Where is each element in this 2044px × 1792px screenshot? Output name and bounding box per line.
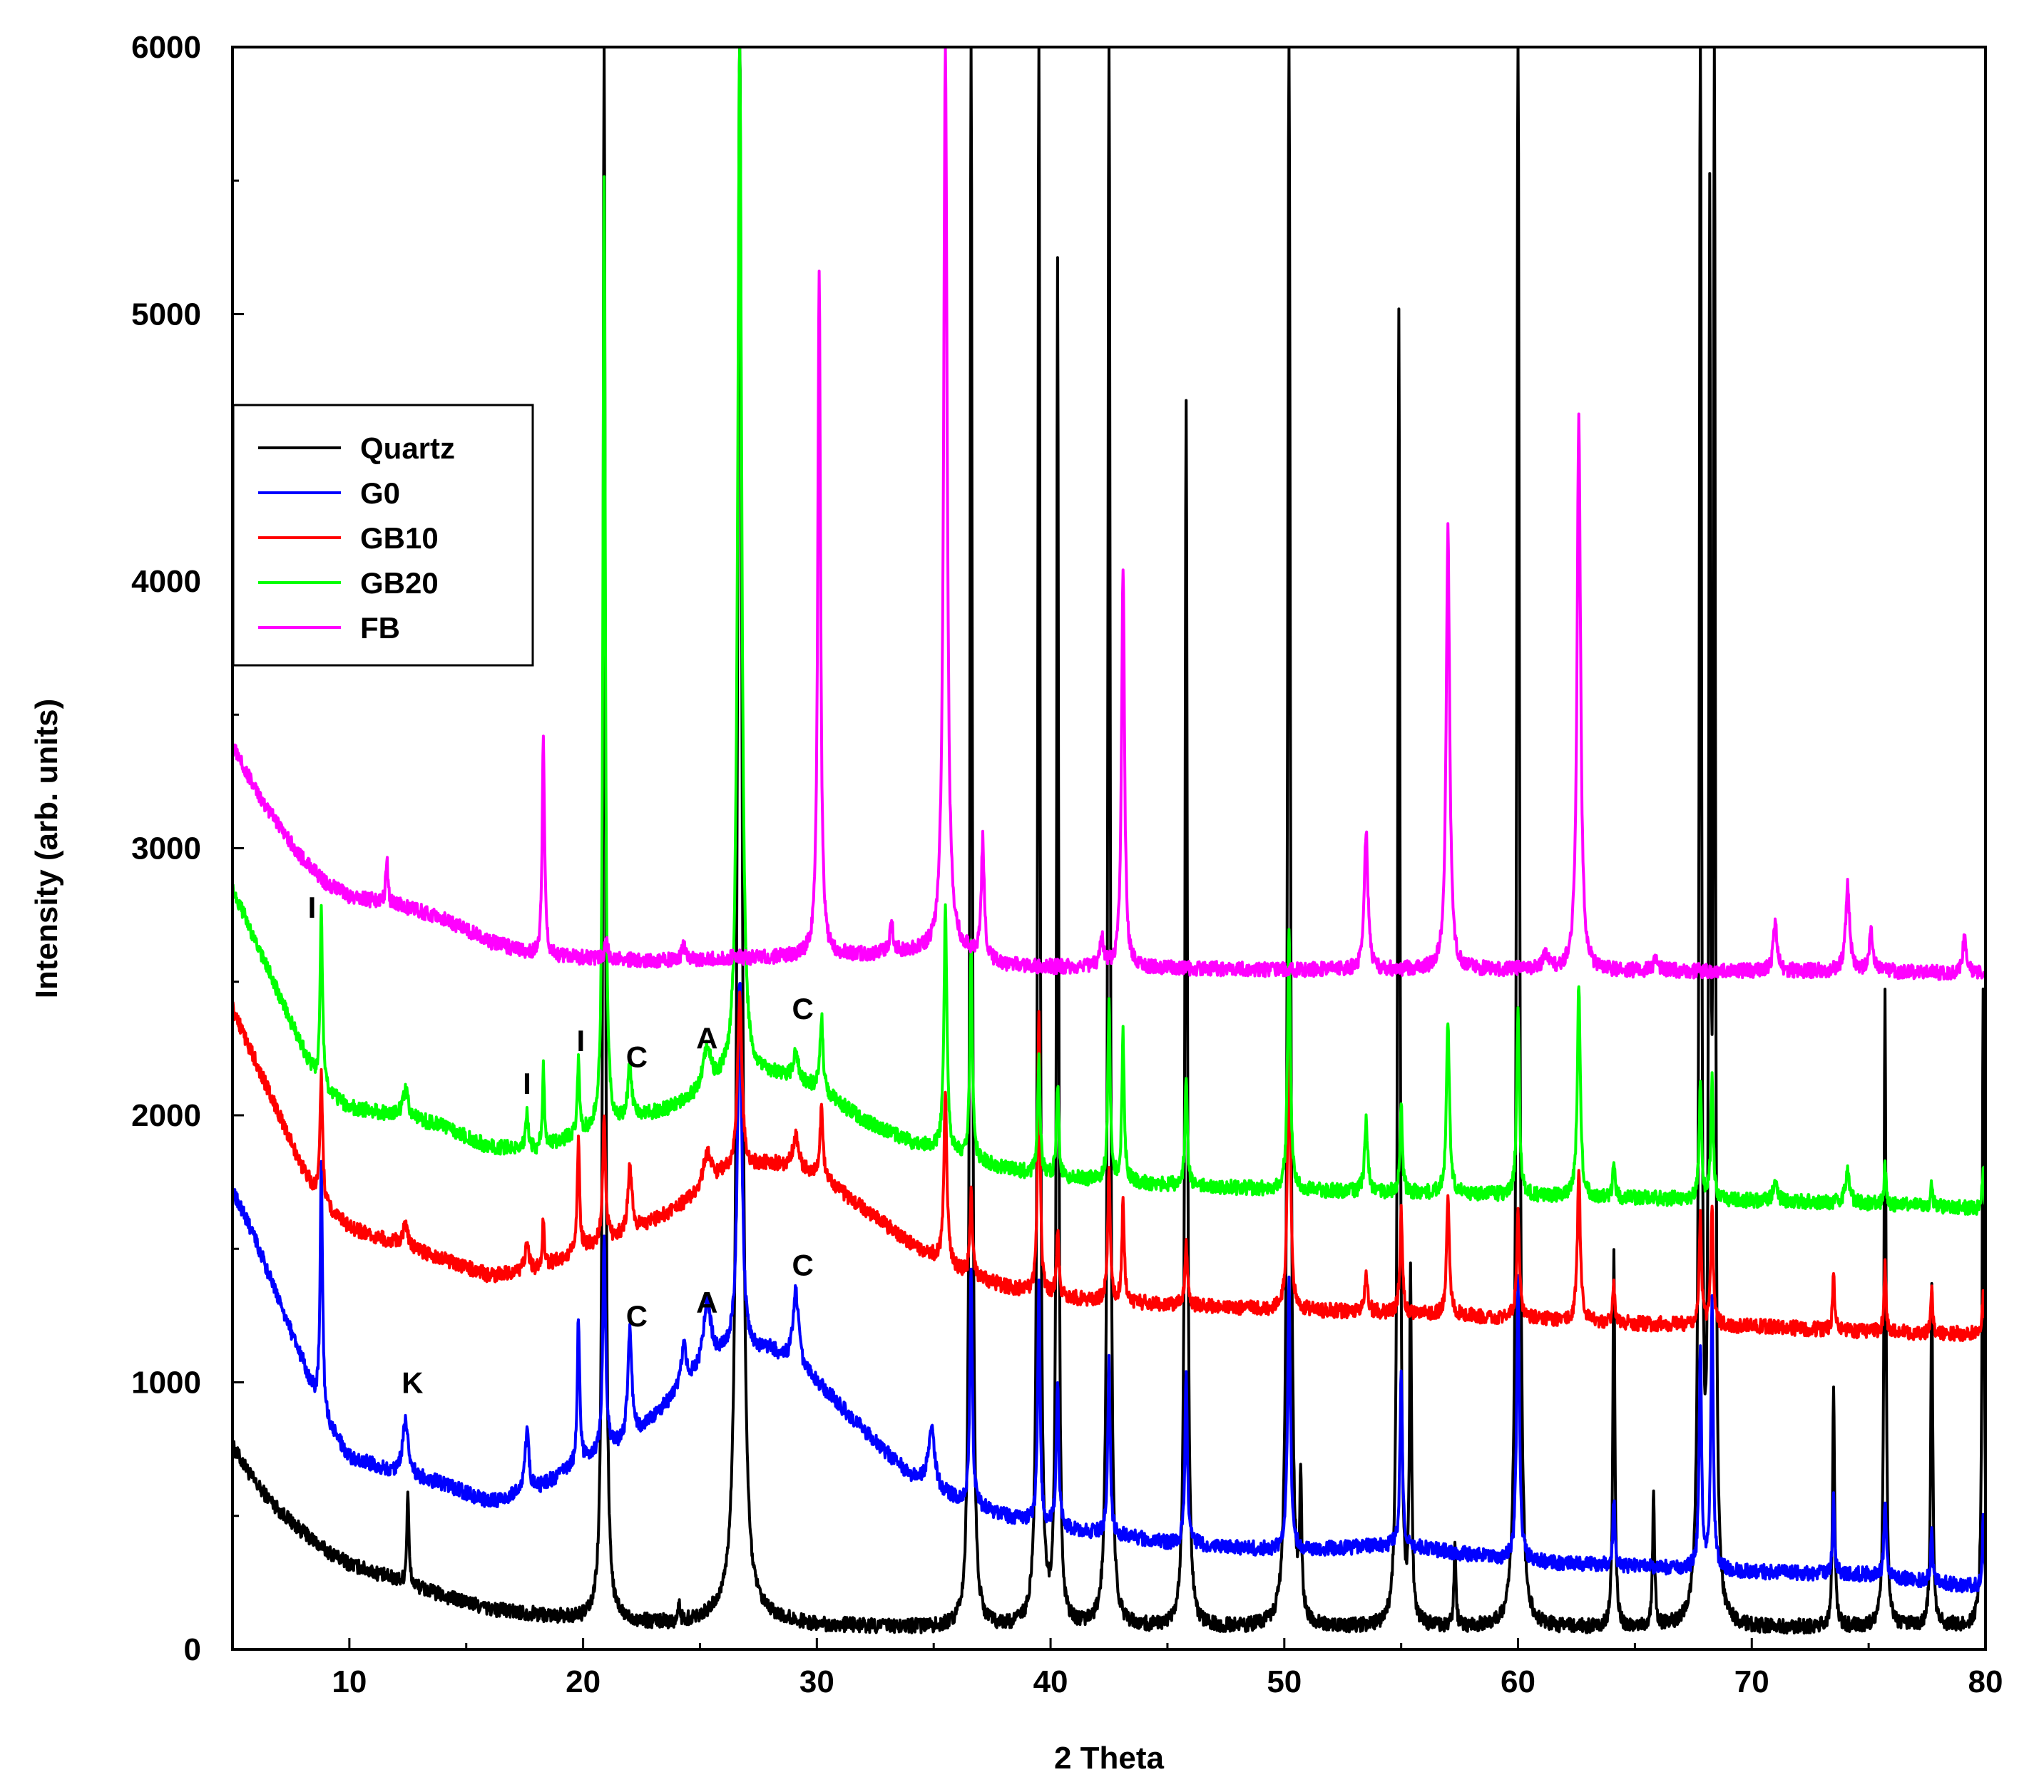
x-tick-label: 60 [1501,1664,1535,1699]
x-tick-label: 10 [332,1664,367,1699]
legend-label-quartz: Quartz [360,431,455,465]
y-tick-label: 4000 [131,564,201,599]
peak-annotation: I [523,1067,531,1100]
peak-annotation: C [792,1249,813,1282]
axis-ticks: 10 20 30 40 50 60 70 80 0 1000 2000 3000 4000 5000 600… [131,30,2003,1699]
legend-label-fb: FB [360,611,400,645]
y-tick-label: 6000 [131,30,201,65]
peak-annotation: A [696,1021,717,1055]
series-line-fb [231,46,1987,981]
x-tick-label: 20 [566,1664,601,1699]
y-tick-label: 2000 [131,1098,201,1133]
legend-label-gb10: GB10 [360,521,439,555]
series-line-gb10 [231,990,1987,1342]
y-tick-label: 1000 [131,1366,201,1401]
peak-annotation: C [626,1040,648,1074]
legend: Quartz G0 GB10 GB20 FB [232,404,534,667]
y-tick-label: 3000 [131,831,201,866]
series-line-gb20 [231,46,1987,1216]
x-tick-label: 80 [1968,1664,2003,1699]
legend-label-gb20: GB20 [360,566,439,600]
x-axis-title: 2 Theta [1054,1741,1165,1776]
x-tick-label: 50 [1267,1664,1302,1699]
peak-annotation: C [626,1299,648,1333]
y-axis-title: Intensity (arb. units) [29,699,64,998]
peak-annotation: I [308,891,317,924]
peak-annotation: K [402,1366,423,1399]
peak-annotation: I [576,1024,585,1058]
phase-annotations: I K I I C A C C A C [308,891,814,1400]
peak-annotation: C [792,992,813,1025]
x-tick-label: 40 [1033,1664,1068,1699]
legend-label-g0: G0 [360,476,400,510]
y-tick-label: 5000 [131,297,201,332]
legend-entries: Quartz G0 GB10 GB20 FB [258,431,455,645]
x-tick-label: 70 [1734,1664,1769,1699]
peak-annotation: A [696,1286,717,1319]
y-tick-label: 0 [184,1632,201,1667]
series-line-g0 [231,982,1987,1594]
x-tick-label: 30 [799,1664,834,1699]
